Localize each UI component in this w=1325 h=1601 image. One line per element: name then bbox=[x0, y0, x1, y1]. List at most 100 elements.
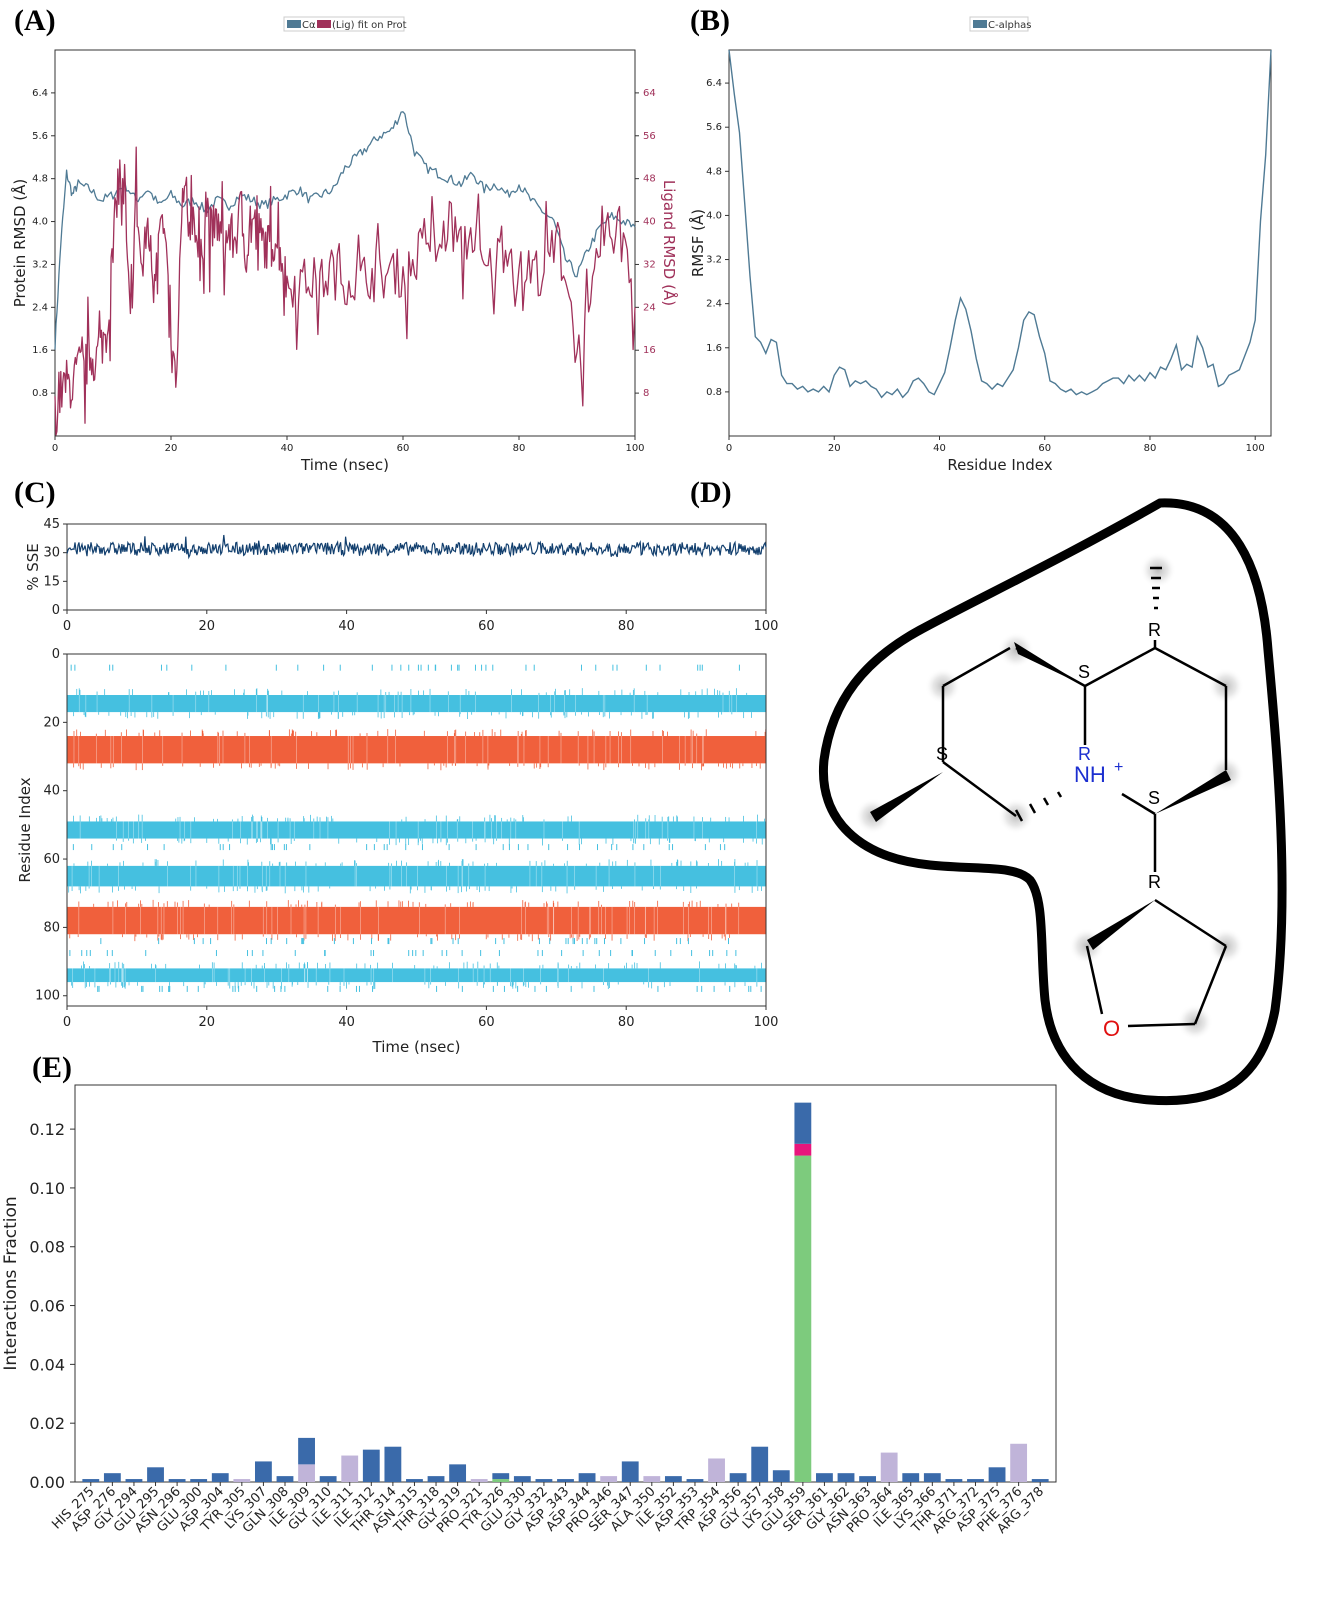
y2-tick-label: 48 bbox=[643, 174, 656, 185]
bar-segment bbox=[816, 1473, 833, 1482]
bar-segment bbox=[82, 1479, 100, 1482]
bar-segment bbox=[902, 1473, 920, 1482]
atom-label-s1: S bbox=[1078, 662, 1090, 682]
bar-segment bbox=[621, 1461, 639, 1482]
x-tick-label: 0 bbox=[52, 443, 58, 454]
bar-segment bbox=[254, 1461, 272, 1482]
bar-segment bbox=[427, 1476, 445, 1482]
bar-segment bbox=[190, 1479, 208, 1482]
legend-box bbox=[283, 16, 405, 32]
legend: C-alphas bbox=[969, 16, 1032, 32]
y-tick-label: 6.4 bbox=[706, 78, 722, 89]
bar-segment bbox=[945, 1479, 963, 1482]
y-tick-label: 4.0 bbox=[32, 217, 48, 228]
x-tick-label: 40 bbox=[281, 443, 294, 454]
x-tick-label: 80 bbox=[1144, 443, 1157, 454]
atom-label-o: O bbox=[1103, 1016, 1120, 1041]
plot-frame bbox=[728, 49, 1272, 437]
y-tick-label: 1.6 bbox=[706, 343, 722, 354]
bar-segment bbox=[880, 1452, 898, 1482]
bar-segment bbox=[923, 1473, 941, 1482]
y-tick-label: 4.0 bbox=[706, 210, 722, 221]
bar-segment bbox=[664, 1476, 682, 1482]
bar-segment bbox=[794, 1102, 812, 1144]
y-tick-label: 100 bbox=[35, 989, 60, 1004]
atom-label-charge: + bbox=[1114, 759, 1123, 776]
x-tick-label: 100 bbox=[754, 619, 779, 634]
panel-d-ligand-diagram: S S S R R R NH + O bbox=[818, 498, 1287, 1106]
y-axis-title: RMSF (Å) bbox=[688, 209, 707, 277]
plot-frame bbox=[54, 49, 636, 437]
sse-band-strand bbox=[67, 736, 766, 764]
legend-swatch bbox=[973, 20, 987, 28]
bar-segment bbox=[578, 1473, 596, 1482]
bar-segment bbox=[859, 1476, 877, 1482]
x-tick-label: 20 bbox=[199, 1015, 216, 1030]
series-line-calphas bbox=[728, 49, 1272, 399]
bar-segment bbox=[988, 1467, 1006, 1482]
bar-segment bbox=[1010, 1443, 1028, 1482]
bar-segment bbox=[362, 1449, 380, 1482]
bar-segment bbox=[470, 1479, 488, 1482]
bar-segment bbox=[1031, 1479, 1049, 1482]
y-tick-label: 2.4 bbox=[32, 302, 48, 313]
y-tick-label: 80 bbox=[43, 920, 60, 935]
x-tick-label: 0 bbox=[63, 619, 71, 634]
y-tick-label: 40 bbox=[43, 784, 60, 799]
atom-label-s2: S bbox=[936, 744, 948, 764]
y2-tick-label: 24 bbox=[643, 302, 656, 313]
panel-b-rmsf-chart: 0 20 40 60 80 100 0.8 1.6 2.4 3.2 4.0 4.8 5.6 6.4 Resi… bbox=[688, 16, 1272, 474]
y-tick-label: 0.00 bbox=[29, 1473, 65, 1492]
sse-band-helix bbox=[67, 968, 766, 983]
x-tick-label: 60 bbox=[397, 443, 410, 454]
legend-swatch-protein bbox=[287, 20, 301, 28]
bar-segment bbox=[729, 1473, 747, 1482]
hashed-bonds bbox=[1014, 566, 1162, 822]
sse-series-line bbox=[66, 534, 767, 560]
sse-band-strand bbox=[67, 906, 766, 935]
x-tick-label: 80 bbox=[513, 443, 526, 454]
y-tick-label: 3.2 bbox=[32, 259, 48, 270]
y-axis-title: Residue Index bbox=[16, 777, 34, 882]
x-tick-label: 80 bbox=[618, 619, 635, 634]
y-tick-label: 6.4 bbox=[32, 88, 48, 99]
plot-frame bbox=[66, 653, 767, 1007]
bar-segment bbox=[600, 1476, 618, 1482]
y-tick-label: 0.10 bbox=[29, 1179, 65, 1198]
y-tick-label: 0.8 bbox=[32, 388, 48, 399]
bar-segment bbox=[967, 1479, 984, 1482]
y2-tick-label: 40 bbox=[643, 217, 656, 228]
x-tick-label: 60 bbox=[478, 1015, 495, 1030]
atom-label-s3: S bbox=[1148, 788, 1160, 808]
bar-segment bbox=[837, 1473, 855, 1482]
x-tick-label: 100 bbox=[1246, 443, 1265, 454]
plot-frame bbox=[74, 1084, 1057, 1483]
y-tick-label: 30 bbox=[43, 546, 60, 561]
y2-tick-label: 56 bbox=[643, 131, 656, 142]
panel-c-sse-chart: 0 20 40 60 80 100 0 15 30 45% SSE bbox=[24, 517, 778, 634]
y2-axis-title: Ligand RMSD (Å) bbox=[660, 180, 679, 306]
x-tick-label: 60 bbox=[1038, 443, 1051, 454]
series-line-protein bbox=[54, 111, 636, 350]
y-tick-label: 0 bbox=[52, 603, 60, 618]
panel-label-a: (A) bbox=[14, 4, 56, 37]
y-tick-label: 0.06 bbox=[29, 1297, 65, 1316]
bar-segment bbox=[686, 1479, 704, 1482]
y-tick-label: 3.2 bbox=[706, 255, 722, 266]
bar-segment bbox=[147, 1467, 164, 1482]
bar-segment bbox=[708, 1458, 725, 1482]
atom-label-nh: NH bbox=[1074, 762, 1106, 787]
y2-tick-label: 8 bbox=[643, 388, 649, 399]
binding-pocket-outline bbox=[818, 498, 1287, 1106]
bar-segment bbox=[341, 1455, 359, 1482]
y-tick-label: 20 bbox=[43, 715, 60, 730]
panel-label-b: (B) bbox=[690, 4, 730, 37]
x-tick-label: 0 bbox=[63, 1015, 71, 1030]
bar-segment bbox=[794, 1143, 812, 1156]
atom-label-r1: R bbox=[1148, 620, 1161, 640]
bar-segment bbox=[168, 1479, 186, 1482]
y-axis-title: Interactions Fraction bbox=[1, 1196, 21, 1370]
x-tick-label: 40 bbox=[338, 619, 355, 634]
bar-segment bbox=[513, 1476, 531, 1482]
